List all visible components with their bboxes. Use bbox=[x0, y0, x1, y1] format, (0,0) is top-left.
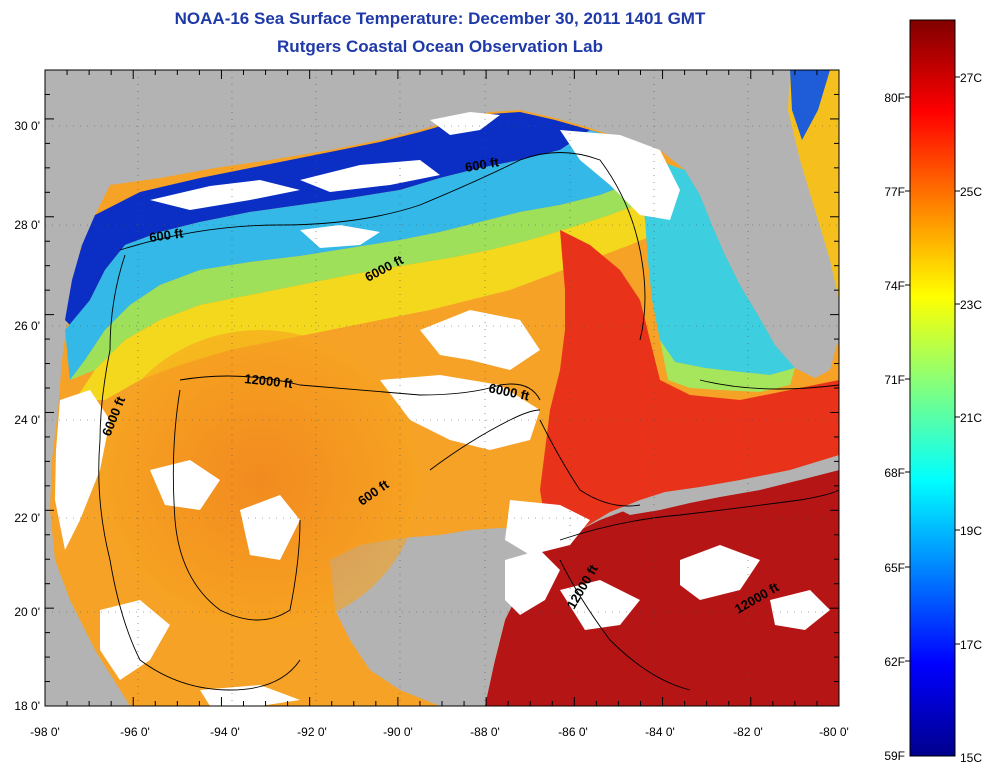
x-tick-label: -90 0' bbox=[383, 725, 413, 739]
colorbar-c-label: 23C bbox=[960, 298, 982, 312]
y-tick-label: 20 0' bbox=[14, 605, 40, 619]
graticule bbox=[45, 70, 839, 706]
colorbar-f-label: 74F bbox=[884, 279, 905, 293]
x-tick-label: -80 0' bbox=[819, 725, 849, 739]
colorbar-c-label: 25C bbox=[960, 185, 982, 199]
mild-band bbox=[70, 180, 650, 380]
colorbar-c-label: 15C bbox=[960, 751, 982, 765]
colorbar-f-label: 77F bbox=[884, 185, 905, 199]
x-tick-label: -94 0' bbox=[210, 725, 240, 739]
cuba-land bbox=[610, 458, 839, 515]
colorbar-c-label: 19C bbox=[960, 524, 982, 538]
colorbar-f-label: 59F bbox=[884, 749, 905, 763]
colorbar-f-label: 68F bbox=[884, 466, 905, 480]
colorbar-celsius-labels: 27C 25C 23C 21C 19C 17C 15C bbox=[960, 71, 982, 765]
y-axis-labels: 18 0' 20 0' 22 0' 24 0' 26 0' 28 0' 30 0… bbox=[14, 119, 40, 713]
axis-ticks bbox=[44, 69, 960, 707]
x-tick-label: -84 0' bbox=[645, 725, 675, 739]
map-subtitle: Rutgers Coastal Ocean Observation Lab bbox=[277, 37, 603, 56]
contour-label: 12000 ft bbox=[244, 371, 294, 391]
cold-shelf-north bbox=[65, 112, 590, 330]
florida-land bbox=[660, 120, 838, 378]
x-tick-label: -96 0' bbox=[120, 725, 150, 739]
y-tick-label: 24 0' bbox=[14, 413, 40, 427]
colorbar-f-label: 65F bbox=[884, 561, 905, 575]
cool-shelf-band bbox=[65, 130, 655, 380]
colorbar-c-label: 27C bbox=[960, 71, 982, 85]
y-tick-label: 28 0' bbox=[14, 218, 40, 232]
cloud-cover bbox=[55, 112, 830, 706]
colorbar-f-label: 62F bbox=[884, 655, 905, 669]
y-tick-label: 18 0' bbox=[14, 699, 40, 713]
atlantic-cold bbox=[790, 70, 830, 140]
x-tick-label: -88 0' bbox=[470, 725, 500, 739]
x-tick-label: -98 0' bbox=[30, 725, 60, 739]
x-tick-label: -82 0' bbox=[733, 725, 763, 739]
caribbean-water bbox=[480, 470, 839, 706]
west-florida-shelf bbox=[640, 160, 795, 375]
y-tick-label: 22 0' bbox=[14, 511, 40, 525]
x-tick-label: -92 0' bbox=[297, 725, 327, 739]
contour-label: 600 ft bbox=[148, 225, 184, 245]
colorbar-fahrenheit-labels: 80F 77F 74F 71F 68F 65F 62F 59F bbox=[884, 91, 905, 763]
map-title: NOAA-16 Sea Surface Temperature: Decembe… bbox=[174, 9, 706, 28]
colorbar-c-label: 17C bbox=[960, 638, 982, 652]
y-tick-label: 26 0' bbox=[14, 319, 40, 333]
contour-label: 600 ft bbox=[464, 154, 501, 175]
colorbar-f-label: 71F bbox=[884, 373, 905, 387]
shelf-green bbox=[660, 340, 795, 392]
colorbar bbox=[909, 19, 956, 757]
colorbar-c-label: 21C bbox=[960, 411, 982, 425]
colorbar-f-label: 80F bbox=[884, 91, 905, 105]
interior-warm-pool bbox=[100, 330, 420, 630]
y-tick-label: 30 0' bbox=[14, 119, 40, 133]
depth-contours bbox=[98, 152, 839, 691]
x-tick-label: -86 0' bbox=[558, 725, 588, 739]
loop-current bbox=[540, 230, 839, 540]
x-axis-labels: -98 0' -96 0' -94 0' -92 0' -90 0' -88 0… bbox=[30, 725, 849, 739]
